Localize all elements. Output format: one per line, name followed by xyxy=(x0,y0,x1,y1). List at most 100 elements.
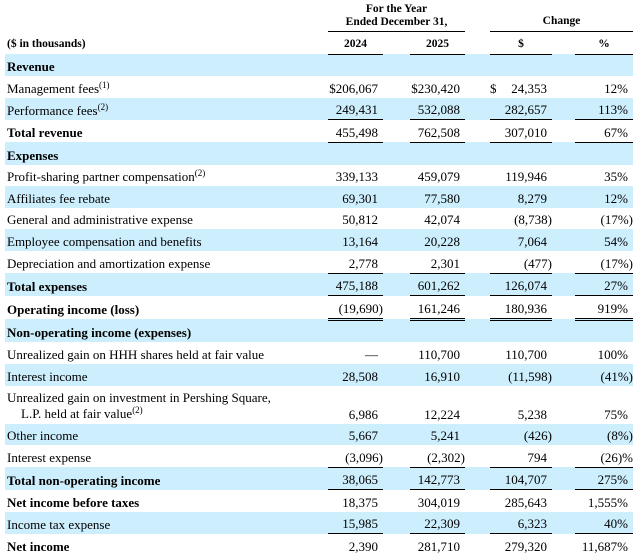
row-label-text: Affiliates fee rebate xyxy=(7,190,110,206)
change-dollar-cell: 119,946 xyxy=(490,165,552,187)
value-2025-cell: $230,420 xyxy=(410,76,465,98)
change-pct-cell: 12% xyxy=(575,76,633,98)
row-label-text: Depreciation and amortization expense xyxy=(7,256,211,272)
change-dollar: 119,946 xyxy=(505,169,547,185)
row-label: Income tax expense xyxy=(5,511,328,534)
change-pct-cell: 12% xyxy=(575,186,633,208)
change-pct-cell: 67% xyxy=(575,119,633,143)
value-2024: 28,508 xyxy=(342,368,378,384)
col-header-2024: 2024 xyxy=(328,31,383,55)
change-pct-cell: 11,687% xyxy=(575,534,633,556)
change-dollar-cell: 7,064 xyxy=(490,229,552,251)
value-2025-cell: 12,224 xyxy=(410,386,465,424)
row-label: Unrealized gain on investment in Pershin… xyxy=(5,386,328,424)
value-2024: 15,985 xyxy=(342,516,378,532)
value-2024-cell: 5,667 xyxy=(328,423,383,446)
change-pct: (8%) xyxy=(607,428,633,444)
value-2025: 304,019 xyxy=(417,494,460,510)
col-header-change-pct: % xyxy=(575,31,633,55)
row-label-text: Performance fees xyxy=(7,102,98,118)
value-2025-cell: 161,246 xyxy=(410,295,465,321)
table-row: Employee compensation and benefits 13,164… xyxy=(5,229,633,251)
period-header-line2: Ended December 31, xyxy=(345,16,448,28)
value-2024: 38,065 xyxy=(342,472,378,488)
row-label-text: Interest expense xyxy=(7,450,92,466)
value-2024: 13,164 xyxy=(342,233,378,249)
section-header-row: Non-operating income (expenses) xyxy=(5,319,633,343)
value-2025: 22,309 xyxy=(424,516,460,532)
value-2024: 249,431 xyxy=(335,102,378,118)
value-2025: 42,074 xyxy=(424,212,460,228)
total-row: Total revenue 455,498 762,508 307,010 67% xyxy=(5,119,633,143)
change-pct-cell: (41%) xyxy=(575,363,633,386)
row-label: Performance fees(2) xyxy=(5,97,328,120)
row-label-text: Expenses xyxy=(7,147,59,163)
change-dollar: (11,598) xyxy=(508,368,552,384)
row-label-text: Operating income (loss) xyxy=(7,302,140,318)
footnote-marker: (2) xyxy=(97,101,109,112)
value-2025-cell: 77,580 xyxy=(410,186,465,208)
table-row: Interest expense (3,096) (2,302) 794 (26)% xyxy=(5,445,634,468)
table-row: Interest income 28,508 16,910 (11,598) (41%) xyxy=(5,363,633,386)
change-dollar: 282,657 xyxy=(504,102,547,118)
value-2024-cell: 6,986 xyxy=(328,386,383,424)
value-2025: 142,773 xyxy=(417,472,460,488)
change-dollar-cell: 8,279 xyxy=(490,186,552,208)
value-2025: 161,246 xyxy=(417,300,460,316)
change-pct: 100% xyxy=(597,346,628,362)
footnote-marker: (2) xyxy=(194,168,206,179)
change-dollar: 104,707 xyxy=(504,472,547,488)
table-row: General and administrative expense 50,812… xyxy=(5,208,633,230)
row-label: Interest income xyxy=(5,363,328,386)
row-label-text: Net income xyxy=(7,539,70,555)
change-pct-cell: (17%) xyxy=(575,208,634,230)
value-2025-cell: 532,088 xyxy=(410,97,465,121)
row-label-text: Revenue xyxy=(7,59,55,75)
change-pct: (17%) xyxy=(600,212,634,228)
row-label-text: Total non-operating income xyxy=(7,472,161,488)
change-pct-cell: 75% xyxy=(575,386,633,424)
value-2025: 532,088 xyxy=(417,102,460,118)
row-label: Affiliates fee rebate xyxy=(5,186,328,208)
value-2025: 77,580 xyxy=(424,190,460,206)
row-label-text: Employee compensation and benefits xyxy=(7,233,202,249)
table-row: Performance fees(2) 249,431 532,088 282,657… xyxy=(5,97,633,121)
change-pct: (26)% xyxy=(600,449,634,465)
value-2025-cell: 20,228 xyxy=(410,229,465,251)
footnote-marker: (1) xyxy=(99,79,110,90)
change-dollar-cell: (426) xyxy=(490,423,552,446)
value-2025: 20,228 xyxy=(424,233,460,249)
value-2025-cell: 42,074 xyxy=(410,208,465,230)
row-label: Total expenses xyxy=(5,273,328,296)
value-2025-cell: 16,910 xyxy=(410,363,465,386)
change-dollar: 24,353 xyxy=(511,80,547,96)
period-header-line1: For the Year xyxy=(365,3,428,15)
change-dollar-cell: 6,323 xyxy=(490,511,552,535)
value-2025-cell: 110,700 xyxy=(410,342,465,364)
section-header-row: Expenses xyxy=(5,142,633,165)
change-pct: 12% xyxy=(604,80,628,96)
change-dollar-cell: 282,657 xyxy=(490,97,552,121)
table-row: Depreciation and amortization expense 2,7… xyxy=(5,250,633,274)
value-2024-cell: 50,812 xyxy=(328,208,383,230)
change-dollar: 180,936 xyxy=(504,300,547,316)
change-dollar: 794 xyxy=(527,449,548,465)
value-2024-cell: 455,498 xyxy=(328,119,383,143)
row-label: Revenue xyxy=(5,54,328,77)
change-pct-cell: 54% xyxy=(575,229,633,251)
change-pct-cell: 275% xyxy=(575,467,633,491)
value-2025: $230,420 xyxy=(411,80,460,96)
change-pct-cell: 35% xyxy=(575,165,633,187)
value-2025: (2,302) xyxy=(427,449,465,465)
value-2024: 5,667 xyxy=(348,428,378,444)
change-dollar-cell: 307,010 xyxy=(490,119,552,143)
change-dollar: 110,700 xyxy=(505,346,547,362)
table-row: Profit-sharing partner compensation(2) 33… xyxy=(5,165,633,187)
change-dollar: 279,320 xyxy=(504,539,547,555)
value-2025: 16,910 xyxy=(424,368,460,384)
table-row: Affiliates fee rebate 69,301 77,580 8,279 12… xyxy=(5,186,633,208)
value-2025: 281,710 xyxy=(417,539,460,555)
income-statement-table: For the Year Ended December 31, Change (… xyxy=(5,0,633,556)
change-pct-cell: (8%) xyxy=(575,423,633,446)
dollar-sign: $ xyxy=(490,80,497,96)
